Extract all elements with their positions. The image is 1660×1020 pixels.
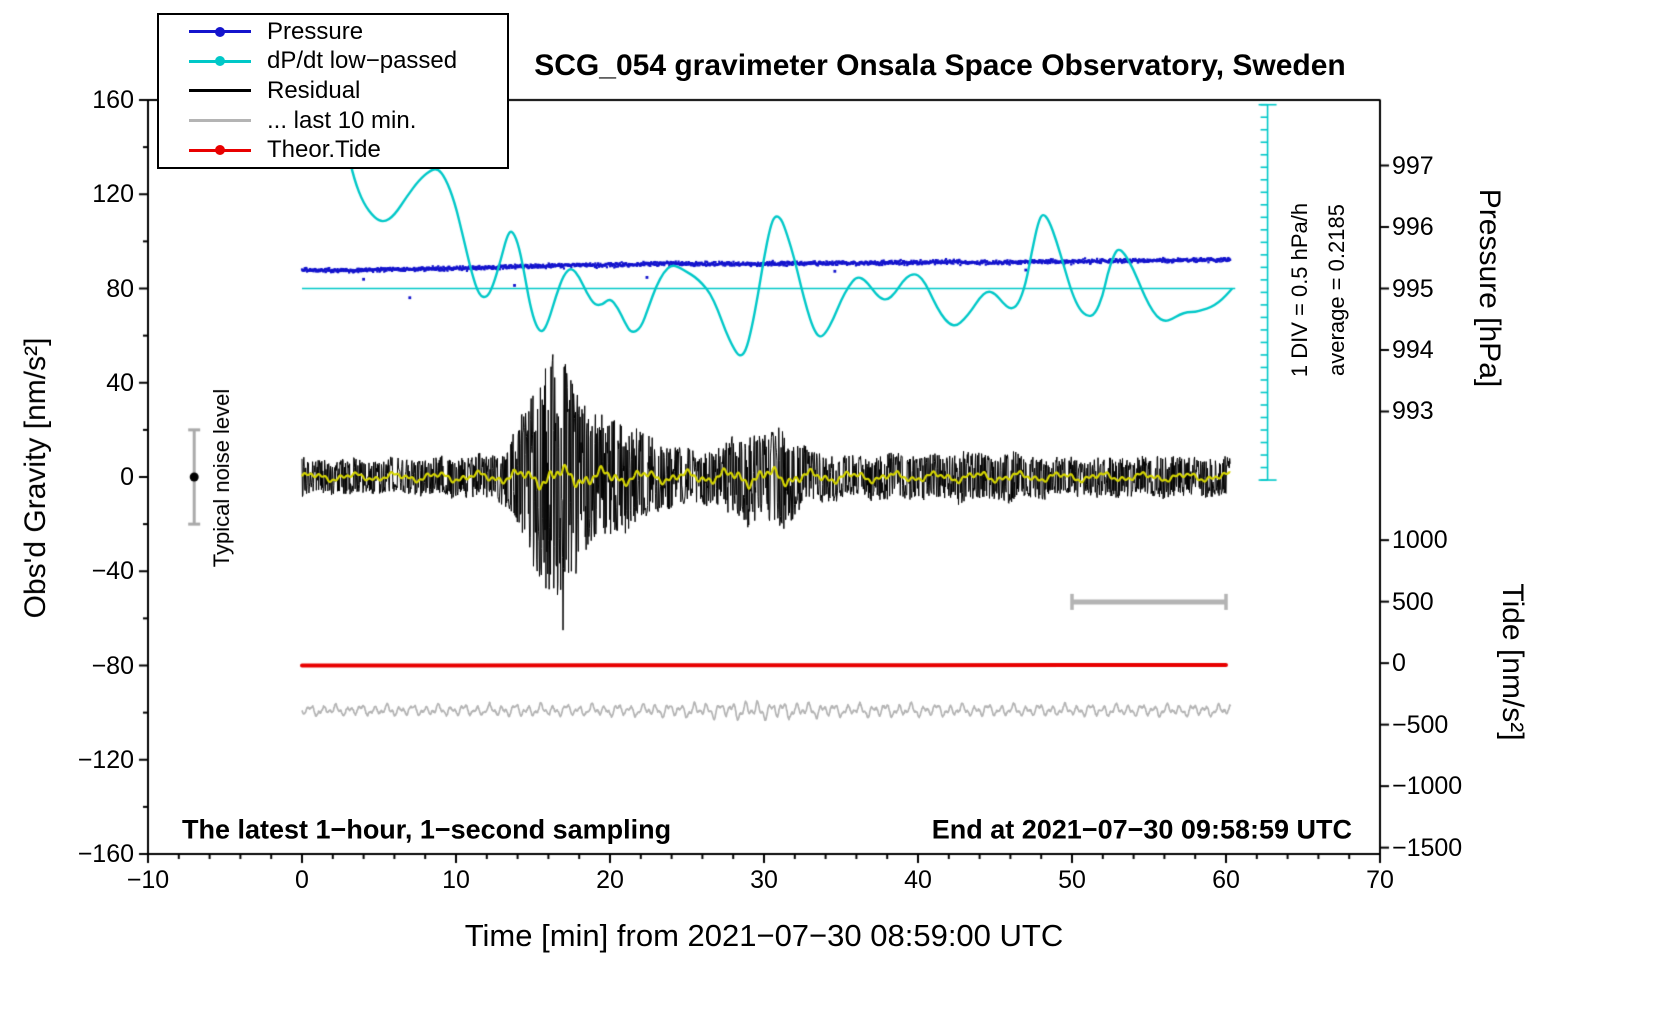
legend-item-label: dP/dt low−passed xyxy=(267,47,458,75)
y-left-tick-label: −40 xyxy=(91,557,134,586)
legend-line xyxy=(189,119,251,123)
legend-item: Pressure xyxy=(189,17,507,45)
chart-title: SCG_054 gravimeter Onsala Space Observat… xyxy=(534,49,1346,82)
y-left-tick-label: 40 xyxy=(106,368,134,397)
div-scale-label: 1 DIV = 0.5 hPa/h xyxy=(1287,202,1312,378)
y-left-tick-label: 80 xyxy=(106,274,134,303)
x-axis-label: Time [min] from 2021−07−30 08:59:00 UTC xyxy=(464,918,1064,953)
pressure-tick-label: 993 xyxy=(1392,397,1434,426)
tide-tick-label: 1000 xyxy=(1392,526,1448,555)
y-left-tick-label: 120 xyxy=(92,180,134,209)
sampling-note: The latest 1−hour, 1−second sampling xyxy=(182,814,672,845)
tide-tick-label: 0 xyxy=(1392,649,1406,678)
y-left-tick-label: 0 xyxy=(120,463,134,491)
legend-marker-dot xyxy=(215,145,225,156)
legend-item-label: ... last 10 min. xyxy=(267,106,417,134)
x-tick-label: 10 xyxy=(442,866,470,894)
noise-level-label: Typical noise level xyxy=(209,388,234,568)
legend-line xyxy=(189,145,251,156)
y-left-tick-label: 160 xyxy=(92,86,134,114)
legend-item: Theor.Tide xyxy=(189,136,507,164)
x-tick-label: 70 xyxy=(1366,866,1394,894)
legend-item-label: Pressure xyxy=(267,17,364,45)
pressure-tick-label: 994 xyxy=(1392,335,1434,364)
tide-tick-label: −1000 xyxy=(1392,772,1463,801)
legend-line-sample xyxy=(189,89,251,93)
x-tick-label: 20 xyxy=(596,866,624,894)
x-tick-label: 40 xyxy=(904,866,932,894)
y-left-tick-label: −160 xyxy=(77,840,134,868)
pressure-tick-label: 997 xyxy=(1392,151,1434,180)
x-tick-label: 0 xyxy=(295,866,309,894)
tide-tick-label: 500 xyxy=(1392,587,1434,616)
legend-marker-dot xyxy=(215,56,225,67)
x-tick-label: 30 xyxy=(750,866,778,894)
y-right-tide-label: Tide [nm/s²] xyxy=(1496,583,1529,741)
legend-line xyxy=(189,56,251,67)
tide-tick-label: −500 xyxy=(1392,710,1449,739)
average-label: average = 0.2185 xyxy=(1324,204,1349,376)
legend-item: Residual xyxy=(189,76,507,104)
legend-line-sample xyxy=(189,119,251,123)
pressure-tick-label: 996 xyxy=(1392,213,1434,241)
y-left-tick-label: −120 xyxy=(77,745,134,774)
y-right-pressure-label: Pressure [hPa] xyxy=(1473,188,1506,388)
x-tick-label: 50 xyxy=(1058,866,1086,894)
legend: Pressure dP/dt low−passed Residual... last… xyxy=(157,13,509,169)
pressure-tick-label: 995 xyxy=(1392,274,1434,303)
legend-item: dP/dt low−passed xyxy=(189,47,507,75)
legend-item-label: Residual xyxy=(267,76,361,104)
x-tick-label: −10 xyxy=(126,866,170,894)
legend-item: ... last 10 min. xyxy=(189,106,507,134)
legend-line xyxy=(189,26,251,37)
end-note: End at 2021−07−30 09:58:59 UTC xyxy=(931,814,1352,845)
tide-tick-label: −1500 xyxy=(1392,833,1463,862)
legend-marker-dot xyxy=(215,26,225,37)
legend-item-label: Theor.Tide xyxy=(267,136,381,164)
legend-line xyxy=(189,89,251,93)
x-tick-label: 60 xyxy=(1212,866,1240,894)
y-left-tick-label: −80 xyxy=(91,651,134,680)
